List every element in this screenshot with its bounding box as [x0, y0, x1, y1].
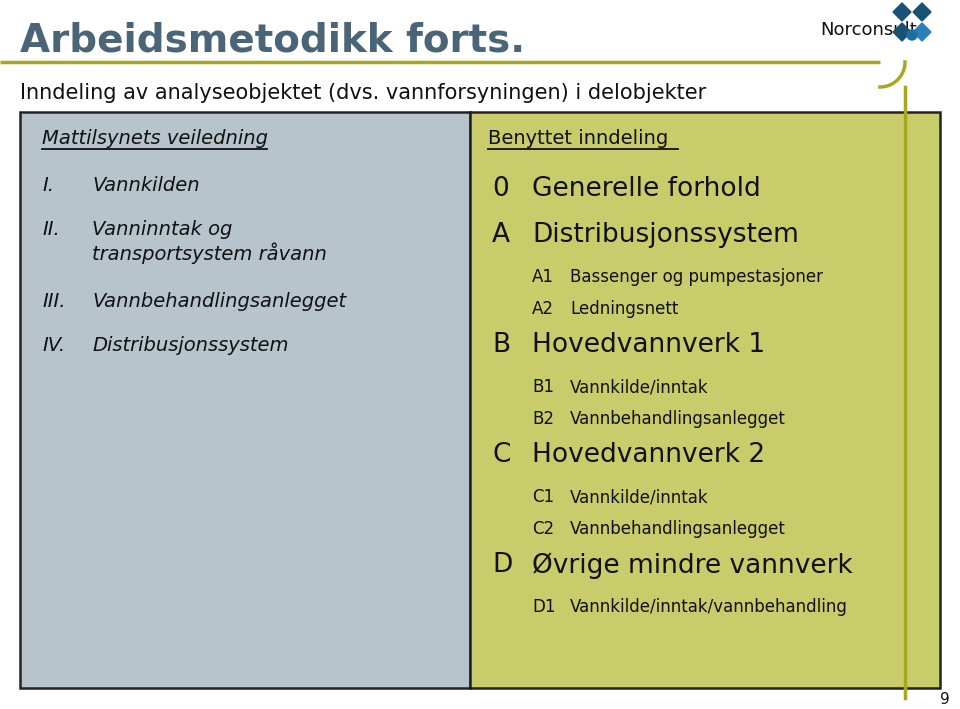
Text: Distribusjonssystem: Distribusjonssystem	[92, 336, 289, 355]
Text: 9: 9	[940, 693, 950, 708]
Text: B1: B1	[532, 378, 554, 396]
Text: B: B	[492, 332, 510, 358]
Polygon shape	[913, 23, 931, 41]
Text: Inndeling av analyseobjektet (dvs. vannforsyningen) i delobjekter: Inndeling av analyseobjektet (dvs. vannf…	[20, 83, 707, 103]
Polygon shape	[913, 3, 931, 21]
Text: Vannbehandlingsanlegget: Vannbehandlingsanlegget	[570, 410, 786, 428]
Polygon shape	[893, 23, 911, 41]
Text: Ledningsnett: Ledningsnett	[570, 300, 679, 318]
Circle shape	[907, 30, 917, 40]
Text: Norconsult: Norconsult	[820, 21, 917, 39]
Text: Vannkilde/inntak: Vannkilde/inntak	[570, 488, 708, 506]
Text: B2: B2	[532, 410, 554, 428]
Text: III.: III.	[42, 292, 65, 311]
Text: D1: D1	[532, 598, 556, 616]
Text: I.: I.	[42, 176, 54, 195]
FancyBboxPatch shape	[20, 112, 470, 688]
Text: II.: II.	[42, 220, 60, 239]
Text: Distribusjonssystem: Distribusjonssystem	[532, 222, 799, 248]
Text: Vannkilden: Vannkilden	[92, 176, 200, 195]
Text: C1: C1	[532, 488, 554, 506]
Text: Vannkilde/inntak/vannbehandling: Vannkilde/inntak/vannbehandling	[570, 598, 848, 616]
Text: C: C	[492, 442, 511, 468]
Text: Vannkilde/inntak: Vannkilde/inntak	[570, 378, 708, 396]
Text: Hovedvannverk 1: Hovedvannverk 1	[532, 332, 765, 358]
Text: C2: C2	[532, 520, 554, 538]
FancyBboxPatch shape	[470, 112, 940, 688]
Text: A: A	[492, 222, 510, 248]
Text: A1: A1	[532, 268, 554, 286]
Text: A2: A2	[532, 300, 554, 318]
Text: Øvrige mindre vannverk: Øvrige mindre vannverk	[532, 552, 852, 579]
Text: Mattilsynets veiledning: Mattilsynets veiledning	[42, 128, 268, 147]
Text: Generelle forhold: Generelle forhold	[532, 176, 760, 202]
Text: Vannbehandlingsanlegget: Vannbehandlingsanlegget	[570, 520, 786, 538]
Text: Bassenger og pumpestasjoner: Bassenger og pumpestasjoner	[570, 268, 823, 286]
Polygon shape	[893, 3, 911, 21]
Text: Vannbehandlingsanlegget: Vannbehandlingsanlegget	[92, 292, 347, 311]
Text: Vanninntak og
transportsystem råvann: Vanninntak og transportsystem råvann	[92, 220, 326, 264]
Text: Hovedvannverk 2: Hovedvannverk 2	[532, 442, 765, 468]
Text: Arbeidsmetodikk forts.: Arbeidsmetodikk forts.	[20, 21, 525, 59]
Text: Benyttet inndeling: Benyttet inndeling	[488, 128, 668, 147]
Text: 0: 0	[492, 176, 509, 202]
Text: D: D	[492, 552, 513, 578]
Text: IV.: IV.	[42, 336, 65, 355]
